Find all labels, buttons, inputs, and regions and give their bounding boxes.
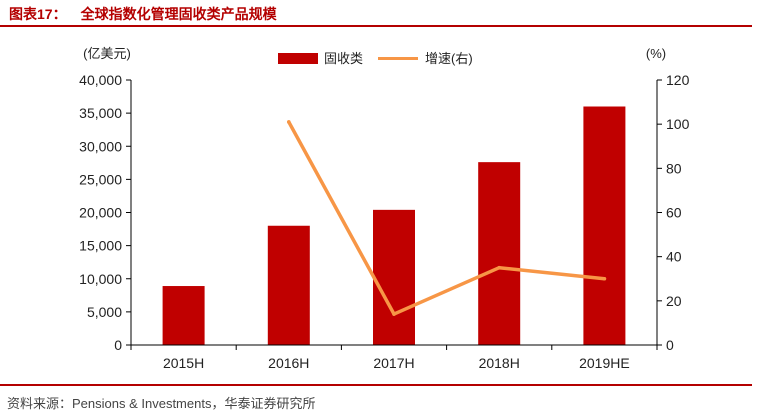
- y-left-tick-label: 35,000: [79, 105, 122, 121]
- bar-2016H: [267, 225, 310, 345]
- growth-line: [287, 120, 607, 316]
- right-axis-unit: (%): [646, 46, 666, 61]
- figure-title-text: 全球指数化管理固收类产品规模: [80, 6, 277, 22]
- source-note: 资料来源：Pensions & Investments，华泰证券研究所: [7, 396, 316, 411]
- figure-label: 图表17：: [9, 6, 67, 22]
- y-right-tick-label: 60: [666, 205, 682, 221]
- figure-title: 图表17： 全球指数化管理固收类产品规模: [7, 4, 277, 24]
- y-left-tick-label: 20,000: [79, 205, 122, 221]
- footer-divider: [0, 384, 752, 386]
- y-left-tick-label: 10,000: [79, 271, 122, 287]
- x-tick-label: 2019HE: [579, 355, 630, 371]
- y-right-tick-label: 120: [666, 72, 690, 88]
- left-axis-unit: (亿美元): [83, 46, 131, 61]
- bar-2015H: [162, 286, 205, 345]
- bar-2019HE: [583, 106, 626, 345]
- y-left-tick-label: 15,000: [79, 238, 122, 254]
- y-left-tick-label: 25,000: [79, 171, 122, 187]
- growth-point: [287, 120, 291, 124]
- growth-point: [602, 276, 607, 281]
- y-right-tick-label: 80: [666, 160, 682, 176]
- plot-area: 0 5,000 10,000 15,000 20,000 25,000 30,000 35,0…: [79, 72, 689, 371]
- x-tick-label: 2018H: [479, 355, 520, 371]
- y-left-tick-label: 0: [114, 337, 122, 353]
- y-left-tick-label: 30,000: [79, 138, 122, 154]
- y-left-tick-label: 5,000: [87, 304, 122, 320]
- legend-label-bars: 固收类: [324, 51, 363, 66]
- title-divider: [0, 25, 752, 27]
- bar-2018H: [478, 162, 521, 345]
- bar-2017H: [373, 209, 415, 345]
- y-right-tick-label: 40: [666, 249, 682, 265]
- growth-point: [392, 312, 396, 316]
- x-tick-label: 2015H: [163, 355, 204, 371]
- y-right-tick-label: 20: [666, 293, 682, 309]
- legend-swatch-bars: [278, 53, 318, 64]
- legend-label-line: 增速(右): [425, 51, 473, 66]
- x-tick-label: 2016H: [268, 355, 309, 371]
- growth-point: [497, 265, 502, 270]
- x-tick-label: 2017H: [373, 355, 414, 371]
- y-right-tick-label: 100: [666, 116, 690, 132]
- y-right-tick-label: 0: [666, 337, 674, 353]
- y-left-tick-label: 40,000: [79, 72, 122, 88]
- legend: 固收类 增速(右): [278, 51, 473, 66]
- chart: 固收类 增速(右) (亿美元) (%) 0 5,000 10,000 15,000 20…: [79, 46, 689, 371]
